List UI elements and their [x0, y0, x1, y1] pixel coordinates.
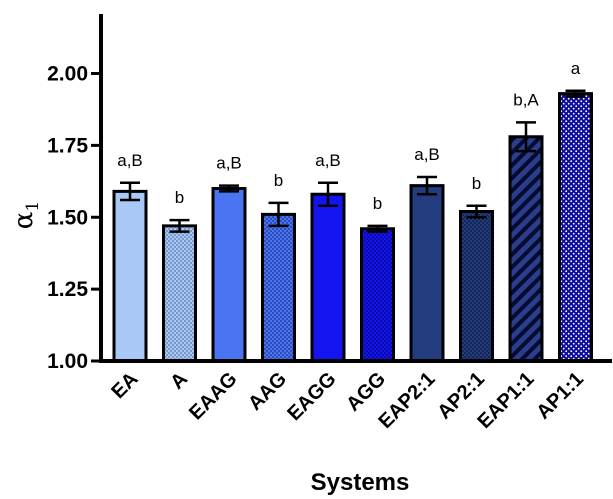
y-tick-label-1.75: 1.75: [47, 134, 88, 157]
significance-label-EAAG: a,B: [216, 154, 242, 173]
bar-AAG: [261, 212, 296, 363]
y-axis-title-symbol: α: [9, 212, 39, 230]
y-axis-title: α1: [9, 201, 43, 229]
bar-A: [162, 224, 197, 363]
bar-EAP1:1: [508, 135, 544, 363]
significance-label-AP2:1: b: [472, 174, 481, 193]
x-axis-title: Systems: [311, 469, 410, 496]
bar-EAAG: [211, 187, 247, 363]
bar-EA: [112, 189, 148, 363]
bar-AP2:1: [459, 210, 494, 363]
bar-EAP2:1: [409, 184, 445, 363]
bar-AGG: [360, 227, 395, 363]
y-tick-label-1.25: 1.25: [47, 278, 88, 301]
x-tick-label-EA: EA: [107, 368, 142, 403]
y-tick-label-1.50: 1.50: [47, 206, 88, 229]
x-tick-label-EAAG: EAAG: [185, 368, 241, 424]
significance-label-EA: a,B: [117, 151, 143, 170]
significance-label-A: b: [175, 188, 184, 207]
significance-label-EAP1:1: b,A: [513, 90, 539, 109]
bar-AP1:1: [558, 92, 593, 363]
x-tick-label-A: A: [166, 368, 192, 394]
y-tick-label-1.00: 1.00: [47, 350, 88, 373]
y-axis-title-subscript: 1: [23, 201, 43, 212]
x-tick-label-AP1:1: AP1:1: [532, 368, 588, 424]
significance-label-EAP2:1: a,B: [414, 145, 440, 164]
plot-area: a,BEAbAa,BEAAGbAAGa,BEAGGbAGGa,BEAP2:1bA…: [9, 14, 612, 496]
significance-label-AAG: b: [274, 171, 283, 190]
y-tick-label-2.00: 2.00: [47, 63, 88, 86]
significance-label-AGG: b: [373, 194, 382, 213]
significance-label-EAGG: a,B: [315, 151, 341, 170]
bar-EAGG: [310, 192, 346, 363]
significance-label-AP1:1: a: [571, 59, 581, 78]
x-tick-label-EAGG: EAGG: [283, 368, 340, 425]
